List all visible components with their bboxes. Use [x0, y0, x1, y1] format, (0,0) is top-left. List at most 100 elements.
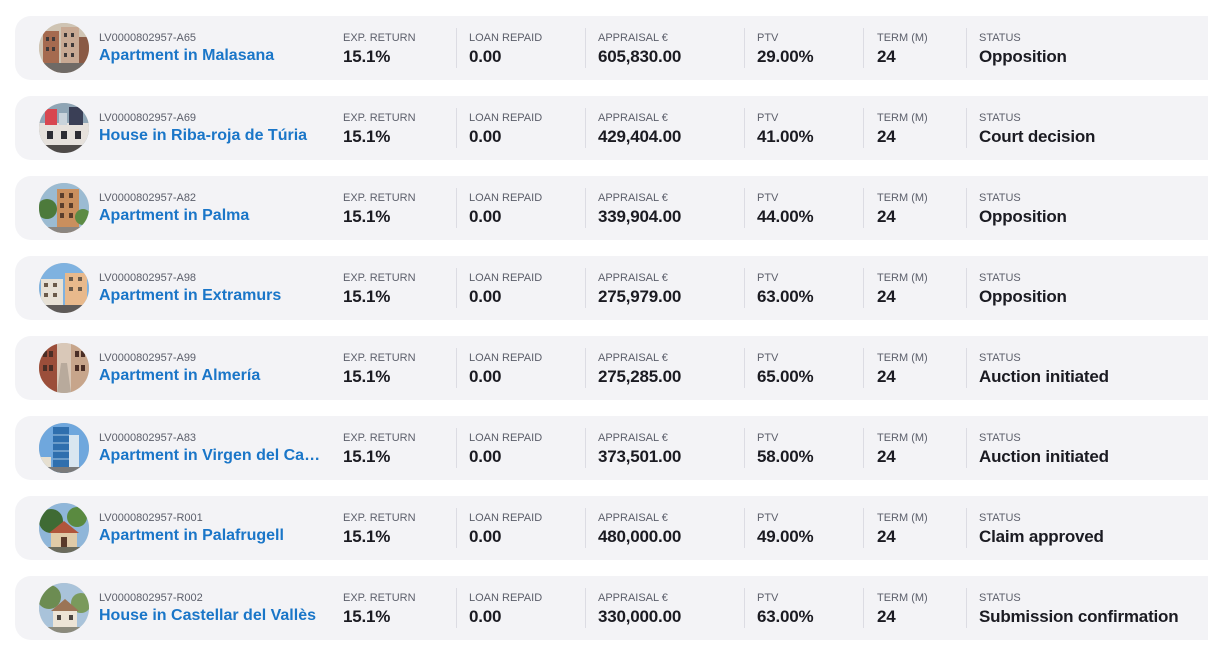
loan-row[interactable]: LV0000802957-R002 House in Castellar del…	[15, 576, 1208, 640]
ptv-label: PTV	[757, 272, 779, 284]
status-value: Opposition	[979, 287, 1067, 306]
exp-return-value: 15.1%	[343, 47, 391, 66]
status-label: STATUS	[979, 352, 1021, 364]
divider	[456, 588, 457, 628]
divider	[966, 188, 967, 228]
loan-repaid-label: LOAN REPAID	[469, 272, 543, 284]
loan-repaid-label: LOAN REPAID	[469, 512, 543, 524]
term-value: 24	[877, 207, 896, 226]
loan-repaid-value: 0.00	[469, 287, 502, 306]
property-title-link[interactable]: House in Riba-roja de Túria	[99, 127, 308, 144]
loan-row[interactable]: LV0000802957-A98 Apartment in Extramurs …	[15, 256, 1208, 320]
ptv-value: 65.00%	[757, 367, 814, 386]
divider	[966, 348, 967, 388]
divider	[585, 268, 586, 308]
divider	[456, 428, 457, 468]
property-title-link[interactable]: Apartment in Palafrugell	[99, 527, 284, 544]
exp-return-label: EXP. RETURN	[343, 592, 416, 604]
appraisal-label: APPRAISAL €	[598, 512, 668, 524]
loan-repaid-value: 0.00	[469, 527, 502, 546]
divider	[744, 348, 745, 388]
appraisal-label: APPRAISAL €	[598, 112, 668, 124]
divider	[456, 268, 457, 308]
loan-row[interactable]: LV0000802957-A99 Apartment in Almería EX…	[15, 336, 1208, 400]
term-value: 24	[877, 287, 896, 306]
term-value: 24	[877, 527, 896, 546]
loan-row[interactable]: LV0000802957-A82 Apartment in Palma EXP.…	[15, 176, 1208, 240]
divider	[456, 348, 457, 388]
term-label: TERM (M)	[877, 192, 928, 204]
loan-id: LV0000802957-A65	[99, 32, 197, 44]
divider	[966, 28, 967, 68]
loan-repaid-label: LOAN REPAID	[469, 32, 543, 44]
property-title-link[interactable]: House in Castellar del Vallès	[99, 607, 316, 624]
loan-repaid-label: LOAN REPAID	[469, 432, 543, 444]
loan-repaid-value: 0.00	[469, 127, 502, 146]
divider	[456, 188, 457, 228]
loan-repaid-label: LOAN REPAID	[469, 352, 543, 364]
divider	[966, 428, 967, 468]
ptv-label: PTV	[757, 112, 779, 124]
status-value: Opposition	[979, 47, 1067, 66]
term-label: TERM (M)	[877, 272, 928, 284]
property-title-link[interactable]: Apartment in Extramurs	[99, 287, 282, 304]
term-value: 24	[877, 367, 896, 386]
property-title-link[interactable]: Apartment in Palma	[99, 207, 250, 224]
loan-id: LV0000802957-A69	[99, 112, 197, 124]
appraisal-label: APPRAISAL €	[598, 192, 668, 204]
property-title-link[interactable]: Apartment in Virgen del Carmen	[99, 447, 321, 464]
loan-id: LV0000802957-A83	[99, 432, 197, 444]
appraisal-value: 330,000.00	[598, 607, 682, 626]
status-label: STATUS	[979, 112, 1021, 124]
term-label: TERM (M)	[877, 352, 928, 364]
term-label: TERM (M)	[877, 512, 928, 524]
divider	[966, 108, 967, 148]
loan-row[interactable]: LV0000802957-A65 Apartment in Malasana E…	[15, 16, 1208, 80]
loan-row[interactable]: LV0000802957-R001 Apartment in Palafruge…	[15, 496, 1208, 560]
house-photo-icon	[39, 503, 89, 553]
property-title-link[interactable]: Apartment in Malasana	[99, 47, 275, 64]
loan-id: LV0000802957-R002	[99, 592, 203, 604]
divider	[456, 108, 457, 148]
divider	[585, 508, 586, 548]
divider	[863, 348, 864, 388]
divider	[585, 28, 586, 68]
ptv-value: 29.00%	[757, 47, 814, 66]
appraisal-label: APPRAISAL €	[598, 272, 668, 284]
property-title-link[interactable]: Apartment in Almería	[99, 367, 261, 384]
loan-row[interactable]: LV0000802957-A83 Apartment in Virgen del…	[15, 416, 1208, 480]
building-photo-icon	[39, 183, 89, 233]
appraisal-value: 605,830.00	[598, 47, 682, 66]
status-value: Auction initiated	[979, 367, 1109, 386]
exp-return-value: 15.1%	[343, 287, 391, 306]
appraisal-label: APPRAISAL €	[598, 32, 668, 44]
status-label: STATUS	[979, 192, 1021, 204]
term-value: 24	[877, 607, 896, 626]
exp-return-label: EXP. RETURN	[343, 272, 416, 284]
divider	[744, 268, 745, 308]
loan-id: LV0000802957-A98	[99, 272, 197, 284]
divider	[585, 188, 586, 228]
ptv-label: PTV	[757, 432, 779, 444]
status-value: Submission confirmation	[979, 607, 1179, 626]
loan-id: LV0000802957-R001	[99, 512, 203, 524]
loan-row[interactable]: LV0000802957-A69 House in Riba-roja de T…	[15, 96, 1208, 160]
ptv-label: PTV	[757, 192, 779, 204]
exp-return-value: 15.1%	[343, 447, 391, 466]
divider	[585, 428, 586, 468]
appraisal-value: 373,501.00	[598, 447, 682, 466]
divider	[744, 588, 745, 628]
appraisal-value: 339,904.00	[598, 207, 682, 226]
house-photo-icon	[39, 103, 89, 153]
exp-return-label: EXP. RETURN	[343, 352, 416, 364]
status-label: STATUS	[979, 32, 1021, 44]
loan-id: LV0000802957-A99	[99, 352, 197, 364]
loan-repaid-value: 0.00	[469, 47, 502, 66]
status-label: STATUS	[979, 512, 1021, 524]
term-label: TERM (M)	[877, 112, 928, 124]
appraisal-value: 429,404.00	[598, 127, 682, 146]
exp-return-value: 15.1%	[343, 607, 391, 626]
appraisal-label: APPRAISAL €	[598, 432, 668, 444]
appraisal-value: 275,285.00	[598, 367, 682, 386]
